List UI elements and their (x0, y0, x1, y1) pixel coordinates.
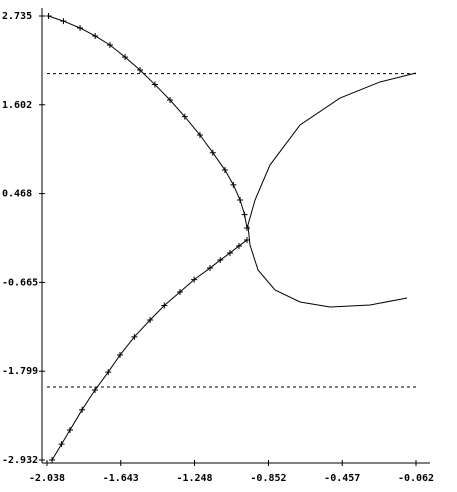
curve (48, 15, 248, 229)
point-marker (117, 352, 124, 359)
point-marker (136, 66, 143, 73)
y-tick-label: 1.602 (2, 100, 32, 111)
point-marker (181, 113, 188, 120)
point-marker (227, 250, 234, 257)
point-marker (235, 242, 242, 249)
point-marker (105, 369, 112, 376)
point-marker (230, 181, 237, 188)
point-marker (161, 302, 168, 309)
curve (247, 72, 417, 308)
x-tick-label: -0.457 (324, 473, 360, 484)
point-marker (106, 41, 113, 48)
point-marker (191, 276, 198, 283)
point-marker (58, 441, 65, 448)
x-tick-label: -1.643 (103, 473, 139, 484)
point-marker (92, 32, 99, 39)
point-marker (217, 257, 224, 264)
point-marker (147, 316, 154, 323)
point-marker (241, 211, 248, 218)
point-marker (77, 24, 84, 31)
y-tick-label: -2.932 (2, 455, 38, 466)
point-marker (66, 426, 73, 433)
point-marker (167, 96, 174, 103)
x-tick-label: -1.248 (176, 473, 212, 484)
point-marker (91, 387, 98, 394)
y-tick-label: -1.799 (2, 366, 38, 377)
x-tick-label: -2.038 (29, 473, 65, 484)
point-marker (243, 225, 250, 232)
point-marker (151, 81, 158, 88)
y-tick-label: 2.735 (2, 11, 32, 22)
point-marker (49, 457, 56, 463)
x-tick-label: -0.062 (398, 473, 434, 484)
point-marker (79, 406, 86, 413)
point-marker (131, 333, 138, 340)
point-marker (45, 13, 52, 19)
point-marker (60, 18, 67, 25)
point-marker (176, 289, 183, 296)
point-marker (122, 54, 129, 61)
point-marker (207, 265, 214, 272)
y-tick-label: 0.468 (2, 189, 32, 200)
x-tick-label: -0.852 (250, 473, 286, 484)
curve (51, 239, 248, 461)
point-marker (237, 197, 244, 204)
point-marker (209, 149, 216, 156)
y-tick-label: -0.665 (2, 277, 38, 288)
point-marker (221, 167, 228, 174)
point-marker (196, 132, 203, 139)
